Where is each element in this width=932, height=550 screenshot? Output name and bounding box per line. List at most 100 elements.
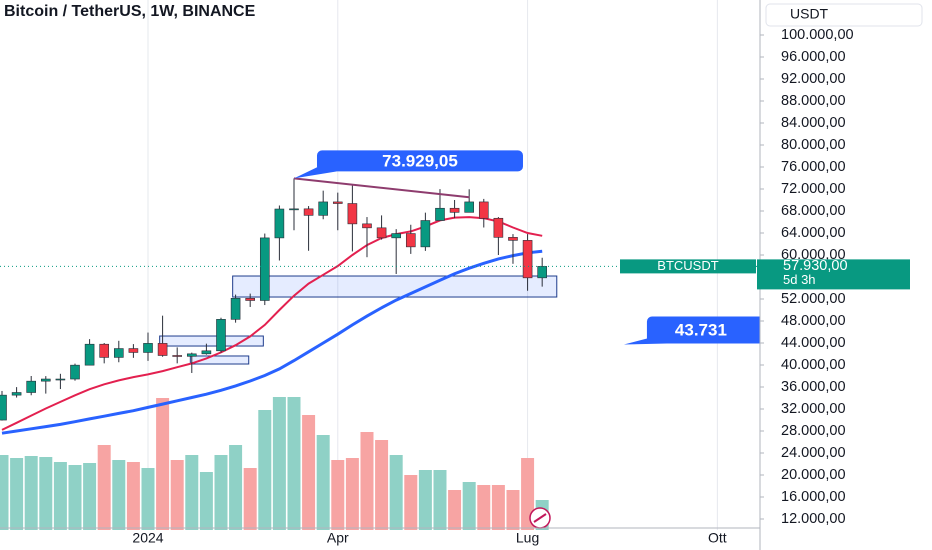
y-tick-label: 88.000,00: [781, 93, 846, 109]
y-tick-label: 96.000,00: [781, 49, 846, 65]
y-tick-label: 52.000,00: [781, 291, 846, 307]
symbol-badge: [620, 259, 756, 274]
y-tick-label: 68.000,00: [781, 203, 846, 219]
volume-bar: [97, 445, 111, 530]
x-tick-label: 2024: [132, 530, 163, 546]
symbol-label: BTCUSDT: [657, 258, 718, 273]
candle-body: [449, 207, 460, 213]
candle-body: [201, 350, 212, 355]
candle-body: [143, 343, 153, 353]
logo-mark: [533, 513, 547, 523]
x-tick-label: Ott: [708, 530, 727, 546]
candle-body: [172, 355, 182, 357]
volume-bar: [141, 468, 155, 530]
y-tick-label: 24.000,00: [781, 445, 846, 461]
y-tick-label: 72.000,00: [781, 181, 846, 197]
y-tick-label: 28.000,00: [781, 423, 846, 439]
candle-body: [303, 208, 314, 216]
volume-bar: [214, 455, 228, 530]
candle-body: [84, 343, 95, 366]
volume-bar: [506, 490, 520, 530]
volume-bar: [83, 463, 97, 530]
callout-box: [646, 316, 781, 344]
volume-bar: [126, 462, 140, 530]
support-zone: [159, 335, 264, 347]
volume-bar: [112, 460, 126, 530]
price-label: 57.930,00: [783, 258, 848, 274]
volume-bar: [404, 475, 418, 530]
callout-label: 43.731: [675, 320, 727, 339]
candle-body: [376, 227, 387, 239]
candle-body: [318, 201, 328, 216]
moving-average: [1, 216, 543, 431]
candle-body: [128, 348, 139, 353]
moving-average: [1, 249, 543, 435]
volume-bar: [316, 435, 330, 530]
x-tick-label: Lug: [516, 530, 539, 546]
volume-bar: [199, 472, 213, 530]
support-zone: [189, 355, 250, 365]
volume-bar: [491, 485, 505, 530]
candle-body: [391, 233, 401, 239]
candle-body: [508, 237, 518, 241]
volume-bar: [302, 415, 316, 530]
y-tick-label: 84.000,00: [781, 115, 846, 131]
candle-body: [332, 201, 343, 204]
candle-body: [157, 343, 168, 356]
candle-body: [11, 392, 22, 396]
y-tick-label: 76.000,00: [781, 159, 846, 175]
currency-label[interactable]: USDT: [790, 6, 829, 22]
volume-bar: [68, 465, 82, 530]
candle-body: [26, 380, 36, 393]
callout-label: 73.929,05: [382, 151, 458, 170]
volume-bar: [433, 470, 447, 530]
y-tick-label: 44.000,00: [781, 335, 846, 351]
volume-bar: [477, 485, 491, 530]
y-tick-label: 40.000,00: [781, 357, 846, 373]
support-zone: [232, 275, 558, 298]
candle-body: [362, 223, 372, 229]
x-tick-label: Apr: [327, 530, 349, 546]
currency-button[interactable]: [765, 3, 923, 27]
candle-body: [274, 208, 285, 239]
candle-body: [289, 208, 299, 211]
candle-body: [245, 297, 255, 301]
volume-bar: [156, 398, 170, 530]
countdown-label: 5d 3h: [783, 272, 816, 287]
volume-bar: [345, 458, 359, 530]
candle-body: [99, 343, 109, 358]
volume-bar: [448, 490, 462, 530]
candle-body: [113, 348, 124, 358]
volume-bar: [10, 458, 24, 530]
candle-body: [70, 364, 80, 380]
volume-bar: [360, 432, 374, 530]
candle-body: [216, 319, 226, 352]
volume-bar: [39, 457, 53, 530]
candle-body: [464, 201, 474, 213]
volume-bar: [462, 482, 476, 530]
volume-bar: [243, 468, 257, 530]
volume-bar: [24, 456, 38, 530]
volume-bar: [229, 445, 243, 530]
candle-body: [259, 237, 270, 301]
volume-bar: [53, 462, 67, 530]
volume-bar: [185, 455, 199, 530]
candle-body: [435, 207, 445, 221]
volume-bar: [170, 460, 184, 530]
y-tick-label: 12.000,00: [781, 511, 846, 527]
volume-bar: [287, 397, 301, 530]
volume-bar: [389, 455, 403, 530]
y-tick-label: 60.000,00: [781, 247, 846, 263]
candle-body: [537, 266, 547, 279]
candle-body: [55, 378, 66, 381]
callout-box: [316, 150, 523, 172]
candle-body: [0, 394, 7, 421]
volume-bar: [0, 455, 9, 530]
trend-line: [293, 177, 470, 199]
y-tick-label: 64.000,00: [781, 225, 846, 241]
y-tick-label: 36.000,00: [781, 379, 846, 395]
volume-bar: [331, 460, 345, 530]
y-tick-label: 92.000,00: [781, 71, 846, 87]
candle-body: [186, 353, 197, 357]
